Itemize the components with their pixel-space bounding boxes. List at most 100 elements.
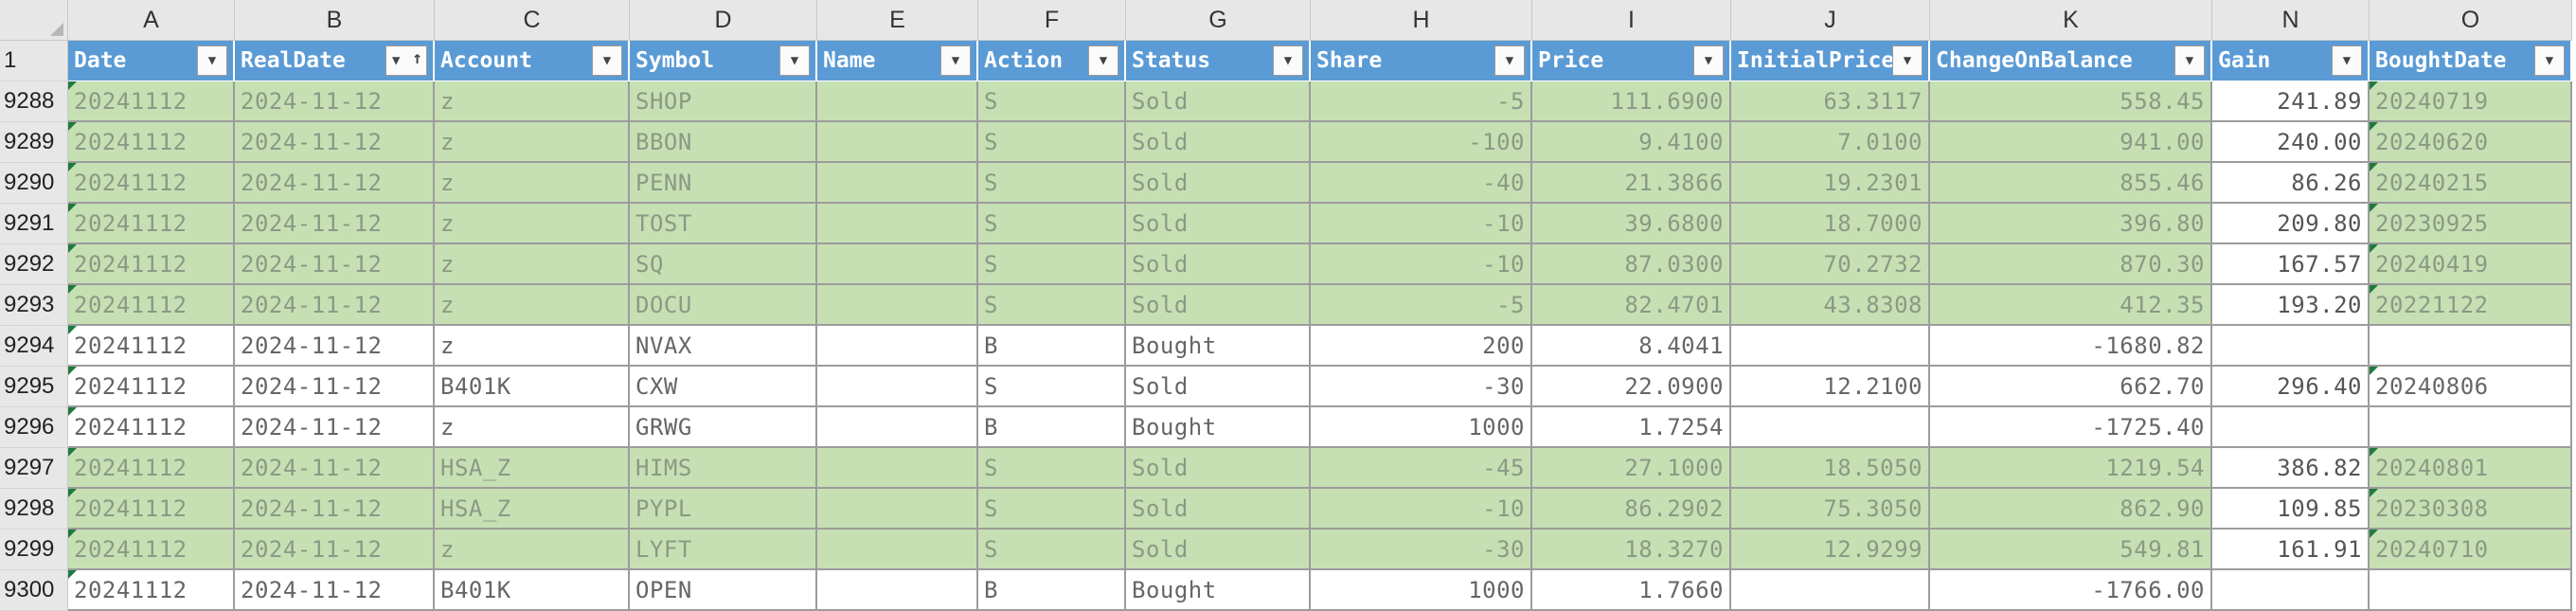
cell-change[interactable]: 549.81 [1930, 530, 2212, 570]
cell-symbol[interactable]: BBON [630, 122, 817, 163]
cell-realdate[interactable]: 2024-11-12 [235, 326, 435, 367]
cell-name[interactable] [817, 448, 978, 489]
cell-bought[interactable]: 20230925 [2370, 204, 2572, 244]
cell-gain[interactable]: 161.91 [2212, 530, 2370, 570]
cell-initial[interactable]: 7.0100 [1731, 122, 1930, 163]
column-header-i[interactable]: I [1532, 0, 1731, 41]
cell-bought[interactable]: 20240215 [2370, 163, 2572, 204]
cell-name[interactable] [817, 326, 978, 367]
cell-name[interactable] [817, 244, 978, 285]
row-header[interactable]: 9297 [0, 448, 68, 489]
cell-symbol[interactable]: DOCU [630, 285, 817, 326]
cell-status[interactable]: Bought [1126, 407, 1311, 448]
cell-change[interactable]: 396.80 [1930, 204, 2212, 244]
row-header[interactable]: 9295 [0, 367, 68, 407]
cell-initial[interactable]: 43.8308 [1731, 285, 1930, 326]
column-header-j[interactable]: J [1731, 0, 1930, 41]
cell-change[interactable]: 855.46 [1930, 163, 2212, 204]
cell-share[interactable]: 1000 [1311, 570, 1532, 611]
column-header-c[interactable]: C [435, 0, 630, 41]
filter-dropdown-icon[interactable]: ▼ [1273, 45, 1303, 76]
cell-initial[interactable]: 18.5050 [1731, 448, 1930, 489]
cell-name[interactable] [817, 570, 978, 611]
select-all-corner[interactable] [0, 0, 68, 41]
cell-share[interactable]: -30 [1311, 367, 1532, 407]
cell-action[interactable]: S [978, 489, 1126, 530]
cell-action[interactable]: S [978, 448, 1126, 489]
row-header[interactable]: 9292 [0, 244, 68, 285]
cell-bought[interactable]: 20221122 [2370, 285, 2572, 326]
cell-symbol[interactable]: NVAX [630, 326, 817, 367]
cell-bought[interactable]: 20240806 [2370, 367, 2572, 407]
cell-date[interactable]: 20241112 [68, 407, 235, 448]
row-header[interactable]: 9293 [0, 285, 68, 326]
column-header-o[interactable]: O [2370, 0, 2572, 41]
cell-gain[interactable] [2212, 407, 2370, 448]
cell-change[interactable]: -1725.40 [1930, 407, 2212, 448]
cell-action[interactable]: B [978, 570, 1126, 611]
cell-gain[interactable] [2212, 570, 2370, 611]
cell-initial[interactable]: 63.3117 [1731, 81, 1930, 122]
cell-initial[interactable] [1731, 407, 1930, 448]
cell-gain[interactable]: 296.40 [2212, 367, 2370, 407]
cell-action[interactable]: B [978, 326, 1126, 367]
cell-name[interactable] [817, 122, 978, 163]
cell-initial[interactable] [1731, 570, 1930, 611]
row-header[interactable]: 9289 [0, 122, 68, 163]
cell-initial[interactable]: 19.2301 [1731, 163, 1930, 204]
cell-share[interactable]: 1000 [1311, 407, 1532, 448]
cell-symbol[interactable]: LYFT [630, 530, 817, 570]
row-header[interactable]: 9290 [0, 163, 68, 204]
cell-name[interactable] [817, 81, 978, 122]
cell-date[interactable]: 20241112 [68, 204, 235, 244]
row-header[interactable]: 9294 [0, 326, 68, 367]
cell-action[interactable]: S [978, 81, 1126, 122]
column-header-d[interactable]: D [630, 0, 817, 41]
cell-share[interactable]: -5 [1311, 285, 1532, 326]
cell-share[interactable]: -10 [1311, 204, 1532, 244]
cell-change[interactable]: 412.35 [1930, 285, 2212, 326]
cell-change[interactable]: 558.45 [1930, 81, 2212, 122]
cell-initial[interactable]: 18.7000 [1731, 204, 1930, 244]
cell-realdate[interactable]: 2024-11-12 [235, 244, 435, 285]
cell-symbol[interactable]: OPEN [630, 570, 817, 611]
cell-share[interactable]: -10 [1311, 489, 1532, 530]
cell-name[interactable] [817, 530, 978, 570]
cell-action[interactable]: S [978, 285, 1126, 326]
column-header-g[interactable]: G [1126, 0, 1311, 41]
cell-date[interactable]: 20241112 [68, 122, 235, 163]
cell-price[interactable]: 9.4100 [1532, 122, 1731, 163]
cell-date[interactable]: 20241112 [68, 326, 235, 367]
cell-bought[interactable]: 20240620 [2370, 122, 2572, 163]
cell-realdate[interactable]: 2024-11-12 [235, 204, 435, 244]
filter-dropdown-icon[interactable]: ▼ [1088, 45, 1118, 76]
cell-name[interactable] [817, 285, 978, 326]
cell-symbol[interactable]: CXW [630, 367, 817, 407]
cell-name[interactable] [817, 204, 978, 244]
cell-gain[interactable]: 386.82 [2212, 448, 2370, 489]
cell-gain[interactable]: 167.57 [2212, 244, 2370, 285]
filter-dropdown-icon[interactable]: ▼ [1494, 45, 1525, 76]
cell-price[interactable]: 21.3866 [1532, 163, 1731, 204]
cell-gain[interactable]: 241.89 [2212, 81, 2370, 122]
cell-price[interactable]: 39.6800 [1532, 204, 1731, 244]
cell-symbol[interactable]: HIMS [630, 448, 817, 489]
filter-dropdown-icon[interactable]: ▼ [940, 45, 971, 76]
cell-account[interactable]: B401K [435, 367, 630, 407]
cell-status[interactable]: Sold [1126, 122, 1311, 163]
cell-share[interactable]: -10 [1311, 244, 1532, 285]
cell-bought[interactable] [2370, 570, 2572, 611]
cell-account[interactable]: HSA_Z [435, 448, 630, 489]
cell-account[interactable]: B401K [435, 570, 630, 611]
cell-status[interactable]: Sold [1126, 285, 1311, 326]
cell-price[interactable]: 27.1000 [1532, 448, 1731, 489]
filter-dropdown-icon[interactable]: ▼ [2332, 45, 2362, 76]
cell-name[interactable] [817, 407, 978, 448]
cell-price[interactable]: 1.7660 [1532, 570, 1731, 611]
cell-initial[interactable]: 70.2732 [1731, 244, 1930, 285]
cell-status[interactable]: Sold [1126, 81, 1311, 122]
cell-status[interactable]: Sold [1126, 530, 1311, 570]
row-header[interactable]: 9299 [0, 530, 68, 570]
cell-name[interactable] [817, 163, 978, 204]
cell-action[interactable]: S [978, 204, 1126, 244]
